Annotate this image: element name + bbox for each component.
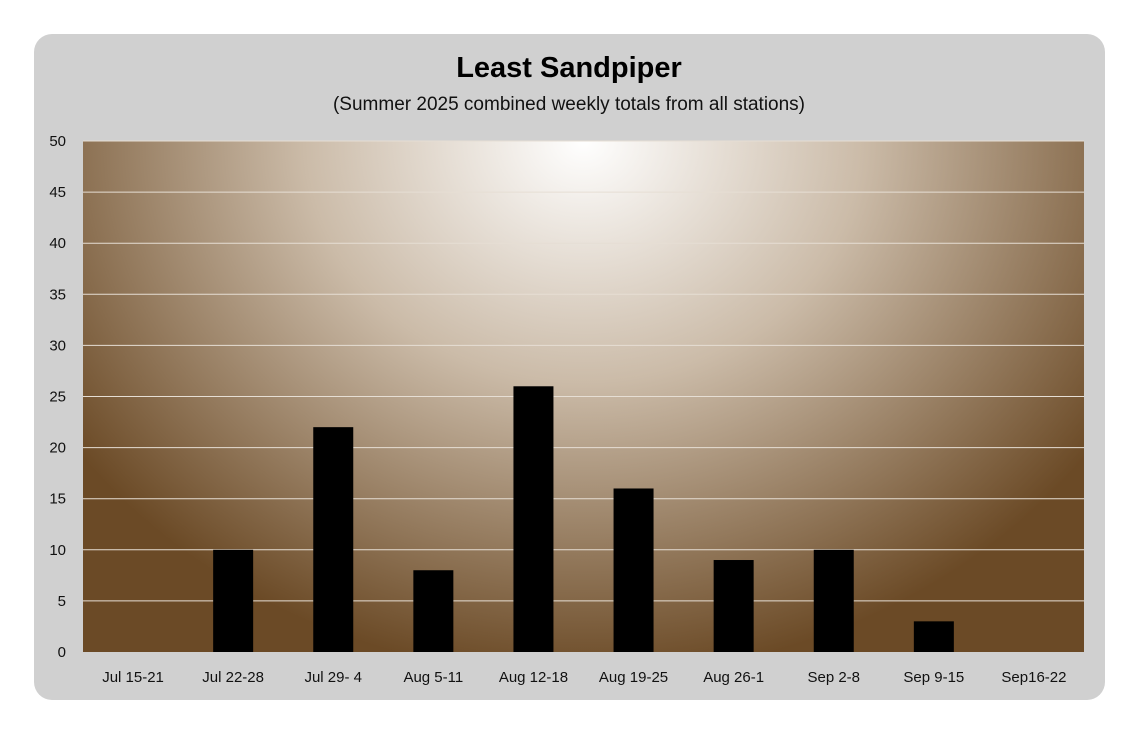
bar-3 (413, 570, 454, 652)
x-axis-tick-labels: Jul 15-21 Jul 22-28 Jul 29- 4 Aug 5-11 Aug 1… (102, 669, 1066, 686)
y-tick-label: 35 (49, 286, 66, 303)
y-tick-label: 5 (58, 593, 66, 610)
y-tick-label: 10 (49, 542, 66, 559)
bar-7 (813, 549, 854, 652)
bars (213, 386, 954, 652)
y-tick-label: 50 (49, 133, 66, 150)
x-tick-label: Jul 29- 4 (304, 669, 362, 686)
bar-5 (613, 488, 654, 652)
y-axis-tick-labels: 0 5 10 15 20 25 30 35 40 45 50 (49, 133, 66, 661)
chart-subtitle: (Summer 2025 combined weekly totals from… (332, 94, 806, 115)
y-tick-label: 15 (49, 491, 66, 508)
bar-4 (513, 386, 554, 652)
x-tick-label: Aug 12-18 (499, 669, 568, 686)
chart-title: Least Sandpiper (456, 52, 682, 84)
y-tick-label: 0 (58, 644, 66, 661)
y-tick-label: 30 (49, 337, 66, 354)
y-tick-label: 40 (49, 235, 66, 252)
x-tick-label: Sep16-22 (1001, 669, 1066, 686)
y-tick-label: 45 (49, 184, 66, 201)
grid-lines (83, 140, 1084, 602)
x-tick-label: Jul 22-28 (202, 669, 264, 686)
x-tick-label: Aug 5-11 (403, 669, 463, 686)
y-tick-label: 25 (49, 389, 66, 406)
bar-6 (713, 560, 754, 652)
x-tick-label: Jul 15-21 (102, 669, 164, 686)
x-tick-label: Aug 19-25 (599, 669, 668, 686)
bar-8 (913, 621, 954, 652)
x-tick-label: Sep 9-15 (903, 669, 964, 686)
y-tick-label: 20 (49, 440, 66, 457)
bar-1 (213, 549, 254, 652)
x-tick-label: Sep 2-8 (807, 669, 860, 686)
x-tick-label: Aug 26-1 (703, 669, 764, 686)
bar-2 (313, 427, 354, 652)
